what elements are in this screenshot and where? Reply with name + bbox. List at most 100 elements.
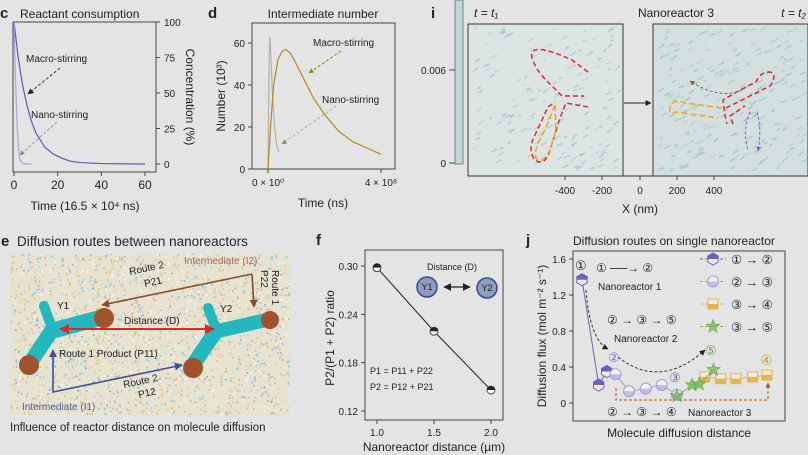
molecule-dot: [150, 272, 153, 275]
molecule-dot: [18, 341, 20, 343]
molecule-dot: [243, 290, 245, 293]
molecule-dot: [85, 390, 88, 393]
molecule-dot: [221, 355, 224, 357]
molecule-dot: [16, 295, 19, 297]
molecule-dot: [247, 306, 249, 309]
molecule-dot: [253, 260, 256, 263]
molecule-dot: [209, 379, 211, 382]
molecule-dot: [274, 382, 276, 384]
speckle: [739, 83, 746, 89]
molecule-dot: [60, 284, 62, 287]
molecule-dot: [213, 411, 215, 413]
speckle: [607, 43, 613, 48]
molecule-dot: [184, 354, 187, 357]
speckle: [556, 142, 563, 147]
speckle: [576, 72, 584, 77]
speckle: [489, 116, 493, 120]
molecule-dot: [139, 255, 141, 258]
molecule-dot: [131, 312, 134, 314]
speckle: [506, 121, 512, 125]
molecule-dot: [103, 375, 105, 377]
molecule-dot: [10, 320, 13, 322]
molecule-dot: [17, 371, 19, 374]
molecule-dot: [94, 269, 97, 271]
molecule-dot: [10, 338, 12, 340]
molecule-dot: [180, 279, 183, 282]
speckle: [473, 62, 478, 66]
molecule-dot: [121, 354, 123, 356]
molecule-dot: [108, 339, 110, 342]
speckle: [594, 150, 600, 155]
speckle: [768, 88, 775, 93]
molecule-dot: [122, 277, 124, 279]
speckle: [570, 142, 575, 146]
molecule-dot: [250, 372, 252, 374]
molecule-dot: [65, 358, 68, 360]
x-tick-label: -200: [592, 186, 612, 197]
molecule-dot: [280, 298, 282, 301]
molecule-dot: [113, 260, 116, 262]
molecule-dot: [218, 289, 221, 292]
molecule-dot: [223, 293, 226, 296]
molecule-dot: [20, 298, 23, 301]
molecule-dot: [147, 342, 150, 344]
molecule-dot: [21, 266, 23, 269]
molecule-dot: [245, 303, 248, 306]
molecule-dot: [106, 254, 109, 257]
molecule-dot: [86, 412, 88, 415]
time-label-t1: t = t₁: [474, 6, 498, 20]
molecule-dot: [207, 389, 210, 391]
speckle: [679, 68, 685, 72]
molecule-dot: [164, 321, 167, 324]
molecule-dot: [176, 381, 178, 384]
molecule-dot: [212, 404, 215, 406]
molecule-dot: [225, 413, 227, 415]
molecule-dot: [287, 384, 290, 386]
panel-title: Nanoreactor 3: [638, 6, 714, 20]
molecule-dot: [137, 386, 139, 389]
molecule-dot: [117, 261, 119, 263]
speckle: [683, 142, 689, 147]
label-route1-right: Route 1: [269, 270, 280, 305]
molecule-dot: [256, 337, 259, 339]
molecule-dot: [145, 344, 147, 347]
speckle: [491, 54, 498, 59]
molecule-dot: [135, 392, 137, 394]
molecule-dot: [57, 354, 60, 357]
molecule-dot: [178, 314, 180, 316]
speckle: [678, 164, 684, 169]
route-arrow: [617, 349, 706, 373]
molecule-dot: [160, 331, 162, 334]
molecule-dot: [105, 272, 108, 274]
molecule-dot: [166, 386, 168, 389]
speckle: [765, 49, 772, 54]
speckle: [665, 30, 670, 35]
speckle: [786, 29, 793, 34]
speckle: [691, 156, 698, 160]
molecule-dot: [31, 265, 34, 268]
molecule-dot: [156, 413, 159, 415]
molecule-dot: [30, 279, 33, 281]
molecule-dot: [271, 286, 274, 288]
molecule-dot: [279, 294, 282, 297]
molecule-dot: [112, 268, 115, 270]
molecule-dot: [124, 314, 126, 317]
molecule-dot: [135, 259, 138, 262]
molecule-dot: [227, 280, 229, 283]
molecule-dot: [53, 360, 55, 363]
molecule-dot: [210, 369, 213, 372]
molecule-dot: [32, 398, 34, 400]
molecule-dot: [141, 306, 143, 308]
molecule-dot: [279, 270, 282, 272]
molecule-dot: [21, 312, 24, 315]
molecule-dot: [154, 382, 157, 385]
molecule-dot: [212, 376, 215, 378]
molecule-dot: [76, 376, 78, 378]
speckle: [783, 58, 788, 61]
speckle: [679, 165, 684, 170]
molecule-dot: [132, 352, 135, 355]
molecule-dot: [12, 366, 15, 369]
molecule-dot: [219, 357, 222, 359]
molecule-dot: [164, 272, 166, 274]
